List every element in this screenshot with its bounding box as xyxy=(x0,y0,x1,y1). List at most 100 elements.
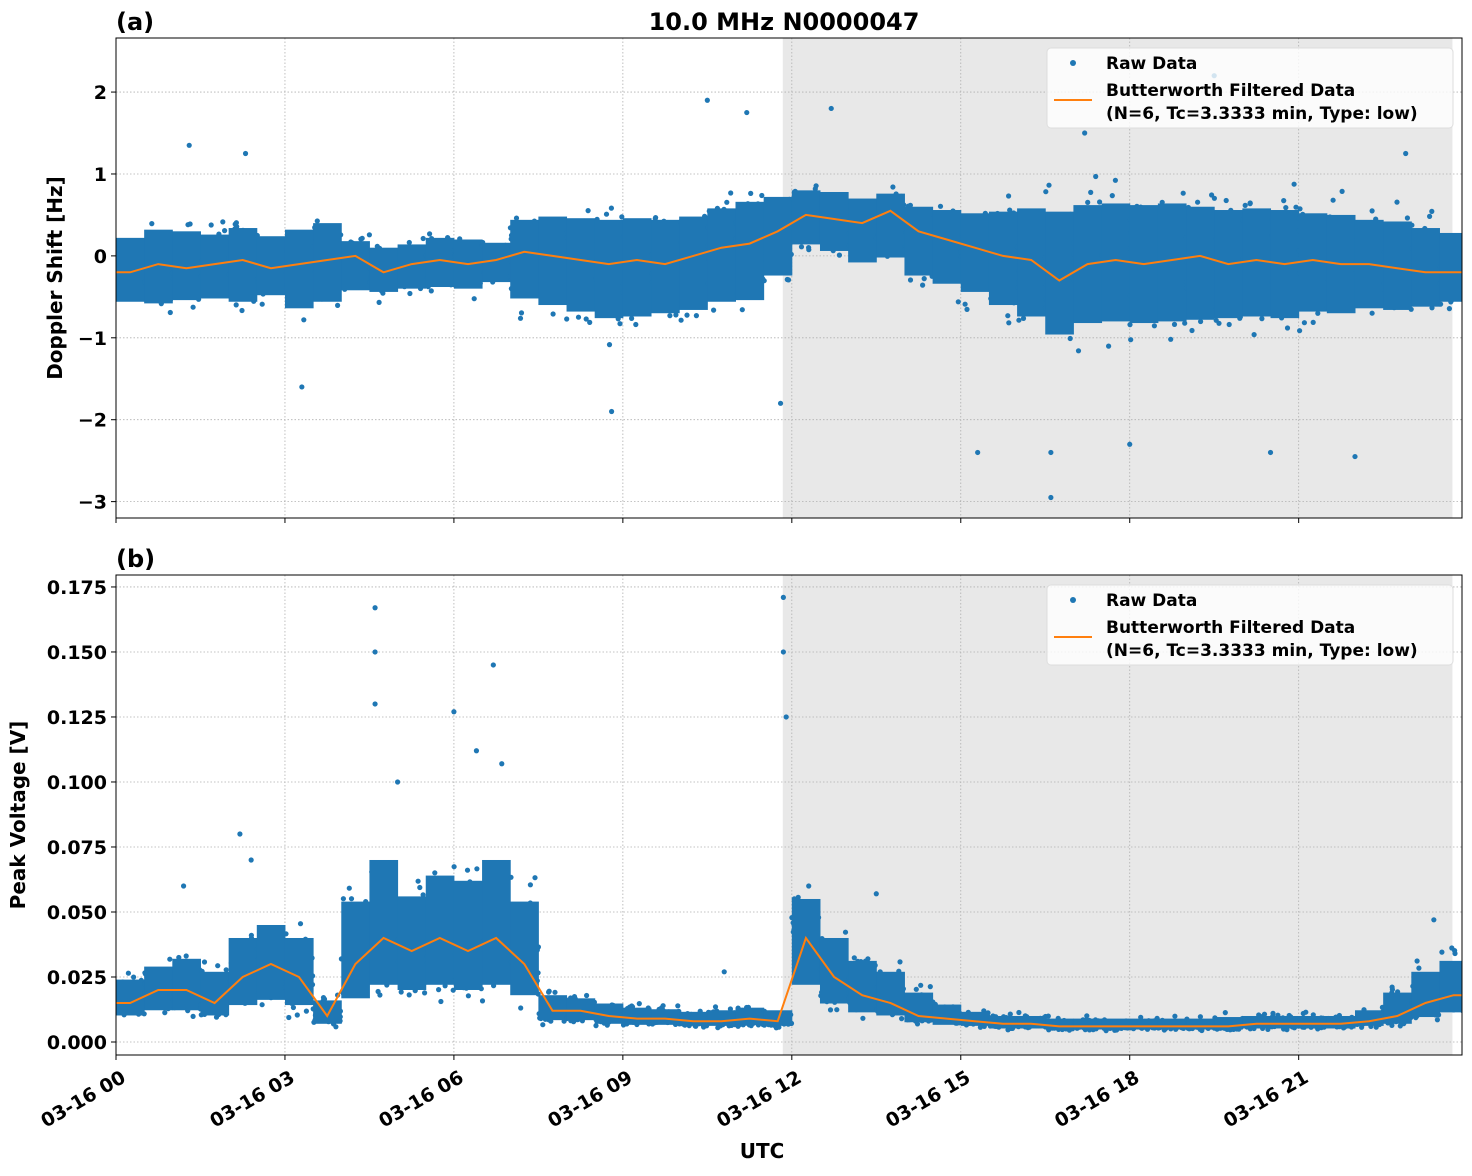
raw-data-point xyxy=(913,986,919,992)
raw-data-point xyxy=(518,310,525,316)
raw-data-core xyxy=(791,190,821,245)
raw-data-core xyxy=(566,218,596,312)
raw-data-point xyxy=(415,878,421,884)
raw-data-outlier xyxy=(1267,449,1274,456)
raw-data-core xyxy=(1242,1015,1272,1029)
legend-raw-marker xyxy=(1070,60,1076,66)
raw-data-point xyxy=(1112,177,1118,183)
raw-data-point xyxy=(593,1023,599,1029)
raw-data-core xyxy=(1383,992,1412,1024)
raw-data-outlier xyxy=(499,761,505,767)
x-tick-label: 03-16 03 xyxy=(206,1066,298,1132)
raw-data-point xyxy=(1369,208,1375,214)
raw-data-point xyxy=(633,321,639,328)
raw-data-point xyxy=(301,317,307,323)
raw-data-point xyxy=(584,992,590,999)
raw-data-point xyxy=(603,211,610,217)
raw-data-point xyxy=(1020,315,1027,321)
raw-data-point xyxy=(684,312,690,318)
raw-data-point xyxy=(604,1022,610,1028)
raw-data-outlier xyxy=(777,400,784,406)
raw-data-point xyxy=(1416,965,1422,971)
raw-data-outlier xyxy=(806,883,812,889)
raw-data-point xyxy=(1330,197,1336,203)
raw-data-point xyxy=(546,989,552,995)
raw-data-point xyxy=(1389,984,1395,990)
filtered-data-line xyxy=(116,935,1462,1028)
y-tick-label: 2 xyxy=(94,82,107,104)
raw-data-outlier xyxy=(780,649,786,655)
y-tick-label: 0.025 xyxy=(47,967,107,989)
legend-raw-label: Raw Data xyxy=(1106,591,1197,611)
raw-data-point xyxy=(1085,199,1091,205)
raw-data-point xyxy=(417,884,423,891)
raw-data-core xyxy=(1157,1018,1187,1030)
raw-data-outlier xyxy=(451,709,457,715)
raw-data-point xyxy=(1172,1013,1178,1019)
raw-data-core xyxy=(172,958,201,1011)
raw-data-point xyxy=(1046,182,1052,188)
raw-data-core xyxy=(1073,1018,1103,1030)
raw-data-core xyxy=(932,210,962,284)
raw-data-point xyxy=(1197,1014,1203,1020)
raw-data-point xyxy=(748,190,754,196)
raw-data-outlier xyxy=(744,109,750,116)
raw-data-point xyxy=(550,311,556,317)
raw-data-point xyxy=(190,304,196,310)
raw-data-point xyxy=(398,989,404,995)
raw-data-point xyxy=(606,342,613,348)
raw-data-point xyxy=(438,998,444,1005)
raw-data-point xyxy=(222,228,228,234)
raw-data-point xyxy=(1463,985,1468,990)
raw-data-point xyxy=(798,244,805,250)
raw-data-outlier xyxy=(783,714,789,720)
y-tick-label: 0 xyxy=(94,246,107,268)
raw-data-core xyxy=(284,937,314,1006)
raw-data-core xyxy=(960,213,990,292)
raw-data-point xyxy=(955,299,961,305)
y-tick-label: 0.150 xyxy=(47,642,107,664)
raw-data-point xyxy=(1284,325,1291,331)
raw-data-core xyxy=(1354,1010,1384,1026)
y-tick-label: 0.075 xyxy=(47,837,107,859)
raw-data-point xyxy=(1171,321,1178,327)
legend-raw-marker xyxy=(1070,597,1076,603)
raw-data-point xyxy=(366,232,372,238)
raw-data-point xyxy=(1168,336,1174,342)
raw-data-outlier xyxy=(248,857,254,863)
raw-data-point xyxy=(232,221,238,227)
raw-data-point xyxy=(540,1022,546,1028)
raw-data-point xyxy=(474,866,480,872)
raw-data-point xyxy=(1151,323,1157,329)
legend-filtered-label: Butterworth Filtered Data xyxy=(1106,618,1355,638)
raw-data-point xyxy=(259,1002,265,1008)
raw-data-point xyxy=(294,1012,300,1018)
raw-data-outlier xyxy=(975,449,981,456)
raw-data-point xyxy=(739,307,745,313)
raw-data-point xyxy=(1093,173,1099,180)
raw-data-point xyxy=(532,875,538,881)
raw-data-point xyxy=(1281,198,1287,204)
raw-data-point xyxy=(827,1007,834,1013)
raw-data-point xyxy=(1389,1022,1395,1028)
raw-data-point xyxy=(667,313,673,319)
raw-data-core xyxy=(1439,232,1462,302)
raw-data-core xyxy=(228,228,258,302)
raw-data-point xyxy=(712,1004,719,1010)
raw-data-point xyxy=(608,205,615,211)
raw-data-point xyxy=(1373,1024,1379,1030)
raw-data-point xyxy=(513,215,520,221)
raw-data-point xyxy=(937,203,944,209)
raw-data-outlier xyxy=(1127,441,1133,447)
raw-data-point xyxy=(290,1004,296,1011)
raw-data-points xyxy=(116,73,1462,501)
y-axis-label: Peak Voltage [V] xyxy=(6,721,30,910)
raw-data-point xyxy=(1297,328,1303,334)
raw-data-outlier xyxy=(372,649,378,655)
x-tick-label: 03-16 12 xyxy=(713,1066,805,1132)
raw-data-point xyxy=(517,315,524,321)
raw-data-core xyxy=(1101,1018,1131,1030)
raw-data-point xyxy=(813,183,819,189)
